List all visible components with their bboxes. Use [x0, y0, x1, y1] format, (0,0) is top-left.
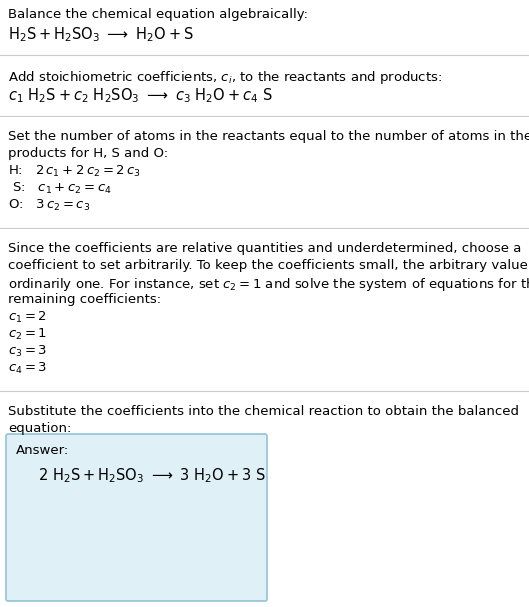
Text: equation:: equation:	[8, 422, 71, 435]
Text: Substitute the coefficients into the chemical reaction to obtain the balanced: Substitute the coefficients into the che…	[8, 405, 519, 418]
Text: Answer:: Answer:	[16, 444, 69, 457]
Text: Add stoichiometric coefficients, $c_i$, to the reactants and products:: Add stoichiometric coefficients, $c_i$, …	[8, 69, 442, 86]
Text: Balance the chemical equation algebraically:: Balance the chemical equation algebraica…	[8, 8, 308, 21]
Text: S:   $c_1 + c_2 = c_4$: S: $c_1 + c_2 = c_4$	[8, 181, 112, 196]
Text: $c_2 = 1$: $c_2 = 1$	[8, 327, 47, 342]
Text: $c_1\ \mathrm{H_2S} + c_2\ \mathrm{H_2SO_3}\ \longrightarrow\ c_3\ \mathrm{H_2O}: $c_1\ \mathrm{H_2S} + c_2\ \mathrm{H_2SO…	[8, 86, 272, 104]
FancyBboxPatch shape	[6, 434, 267, 601]
Text: $\mathrm{H_2S + H_2SO_3\ \longrightarrow\ H_2O + S}$: $\mathrm{H_2S + H_2SO_3\ \longrightarrow…	[8, 25, 194, 44]
Text: $2\ \mathrm{H_2S} + \mathrm{H_2SO_3}\ \longrightarrow\ 3\ \mathrm{H_2O} + 3\ \ma: $2\ \mathrm{H_2S} + \mathrm{H_2SO_3}\ \l…	[38, 466, 266, 485]
Text: products for H, S and O:: products for H, S and O:	[8, 147, 168, 160]
Text: ordinarily one. For instance, set $c_2 = 1$ and solve the system of equations fo: ordinarily one. For instance, set $c_2 =…	[8, 276, 529, 293]
Text: coefficient to set arbitrarily. To keep the coefficients small, the arbitrary va: coefficient to set arbitrarily. To keep …	[8, 259, 529, 272]
Text: remaining coefficients:: remaining coefficients:	[8, 293, 161, 306]
Text: Since the coefficients are relative quantities and underdetermined, choose a: Since the coefficients are relative quan…	[8, 242, 522, 255]
Text: O:   $3\,c_2 = c_3$: O: $3\,c_2 = c_3$	[8, 198, 90, 213]
Text: $c_3 = 3$: $c_3 = 3$	[8, 344, 47, 359]
Text: $c_1 = 2$: $c_1 = 2$	[8, 310, 47, 325]
Text: $c_4 = 3$: $c_4 = 3$	[8, 361, 47, 376]
Text: H:   $2\,c_1 + 2\,c_2 = 2\,c_3$: H: $2\,c_1 + 2\,c_2 = 2\,c_3$	[8, 164, 141, 179]
Text: Set the number of atoms in the reactants equal to the number of atoms in the: Set the number of atoms in the reactants…	[8, 130, 529, 143]
